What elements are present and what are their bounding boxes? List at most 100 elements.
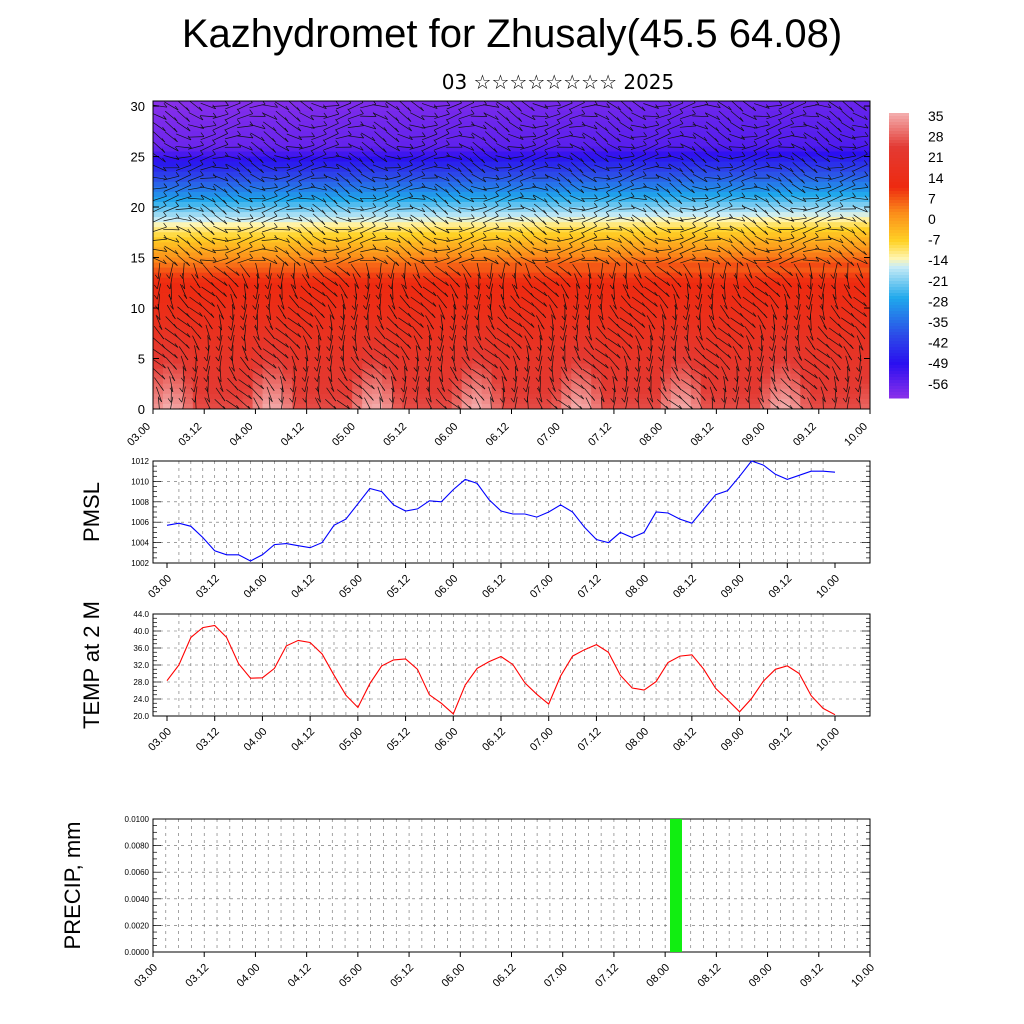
heatmap-cell	[780, 403, 791, 409]
heatmap-cell	[262, 358, 274, 365]
heatmap-cell	[262, 222, 274, 228]
heatmap-cell	[342, 297, 353, 304]
heatmap-cell	[660, 272, 672, 279]
heatmap-cell	[720, 196, 732, 203]
wind-barb	[263, 337, 276, 349]
heatmap-cell	[810, 287, 821, 294]
heatmap-cell	[312, 363, 323, 370]
heatmap-cell	[461, 106, 473, 112]
heatmap-cell	[431, 176, 443, 183]
heatmap-cell	[800, 338, 811, 344]
heatmap-cell	[362, 277, 373, 284]
heatmap-cell	[611, 106, 622, 112]
heatmap-cell	[730, 111, 742, 117]
wind-barb	[249, 124, 266, 130]
heatmap-cell	[292, 101, 303, 107]
heatmap-cell	[760, 363, 772, 370]
wind-barb	[228, 366, 237, 382]
heatmap-cell	[601, 181, 612, 188]
heatmap-cell	[192, 297, 204, 304]
heatmap-cell	[392, 196, 403, 203]
heatmap-cell	[202, 297, 214, 304]
heatmap-cell	[561, 171, 572, 178]
wind-barb-flag	[273, 211, 278, 217]
wind-barb	[200, 124, 217, 129]
heatmap-cell	[531, 242, 542, 249]
heatmap-cell	[601, 227, 612, 233]
heatmap-cell	[820, 328, 831, 334]
heatmap-cell	[561, 393, 572, 400]
heatmap-cell	[312, 196, 323, 203]
wind-barb-flag	[174, 353, 178, 359]
heatmap-cell	[202, 212, 214, 218]
wind-barb	[226, 389, 240, 400]
heatmap-cell	[501, 171, 513, 178]
heatmap-cell	[362, 121, 373, 127]
heatmap-cell	[202, 166, 214, 173]
heatmap-cell	[700, 287, 712, 294]
heatmap-cell	[312, 292, 323, 299]
heatmap-cell	[551, 237, 562, 243]
heatmap-cell	[372, 267, 383, 274]
heatmap-cell	[252, 176, 264, 183]
heatmap-cell	[680, 196, 692, 203]
wind-barb-flag	[236, 167, 241, 172]
wind-barb-flag	[264, 294, 269, 300]
heatmap-cell	[561, 101, 572, 107]
heatmap-cell	[710, 282, 722, 289]
heatmap-cell	[501, 111, 513, 117]
heatmap-cell	[401, 378, 413, 385]
heatmap-cell	[382, 292, 393, 299]
heatmap-cell	[631, 277, 642, 284]
heatmap-cell	[322, 318, 333, 324]
wind-barb	[212, 174, 229, 182]
heatmap-cell	[850, 297, 861, 304]
heatmap-cell	[581, 348, 592, 355]
heatmap-cell	[332, 308, 343, 314]
heatmap-cell	[481, 403, 493, 409]
heatmap-cell	[541, 262, 552, 269]
heatmap-cell	[222, 207, 234, 213]
heatmap-cell	[780, 383, 791, 390]
heatmap-cell	[750, 373, 762, 380]
heatmap-cell	[631, 388, 642, 395]
wind-barb	[218, 345, 223, 362]
heatmap-cell	[172, 333, 184, 339]
wind-barb	[261, 104, 278, 108]
heatmap-cell	[770, 252, 781, 259]
heatmap-cell	[451, 111, 463, 117]
heatmap-cell	[621, 343, 632, 350]
wind-barb-flag	[261, 211, 266, 217]
heatmap-cell	[421, 328, 433, 334]
heatmap-cell	[192, 186, 204, 193]
heatmap-cell	[660, 378, 672, 385]
wind-barb	[237, 113, 253, 120]
heatmap-cell	[521, 161, 533, 168]
wind-barb-flag	[240, 315, 244, 321]
heatmap-cell	[401, 388, 413, 395]
heatmap-cell	[172, 136, 184, 142]
heatmap-cell	[760, 348, 772, 355]
heatmap-cell	[690, 277, 702, 284]
heatmap-cell	[531, 196, 542, 203]
heatmap-cell	[491, 323, 503, 329]
heatmap-cell	[820, 343, 831, 350]
heatmap-cell	[222, 338, 234, 344]
heatmap-cell	[830, 338, 841, 344]
heatmap-cell	[232, 176, 244, 183]
heatmap-cell	[501, 232, 513, 238]
heatmap-cell	[411, 111, 423, 117]
heatmap-cell	[282, 196, 294, 203]
heatmap-cell	[571, 131, 582, 137]
heatmap-cell	[401, 181, 413, 188]
heatmap-cell	[551, 308, 562, 314]
heatmap-cell	[401, 232, 413, 238]
heatmap-cell	[312, 313, 323, 319]
heatmap-cell	[292, 292, 303, 299]
heatmap-cell	[332, 222, 343, 228]
heatmap-cell	[650, 237, 662, 243]
heatmap-cell	[282, 252, 294, 259]
heatmap-cell	[710, 378, 722, 385]
wind-barb-flag	[273, 157, 277, 163]
heatmap-cell	[182, 373, 194, 380]
